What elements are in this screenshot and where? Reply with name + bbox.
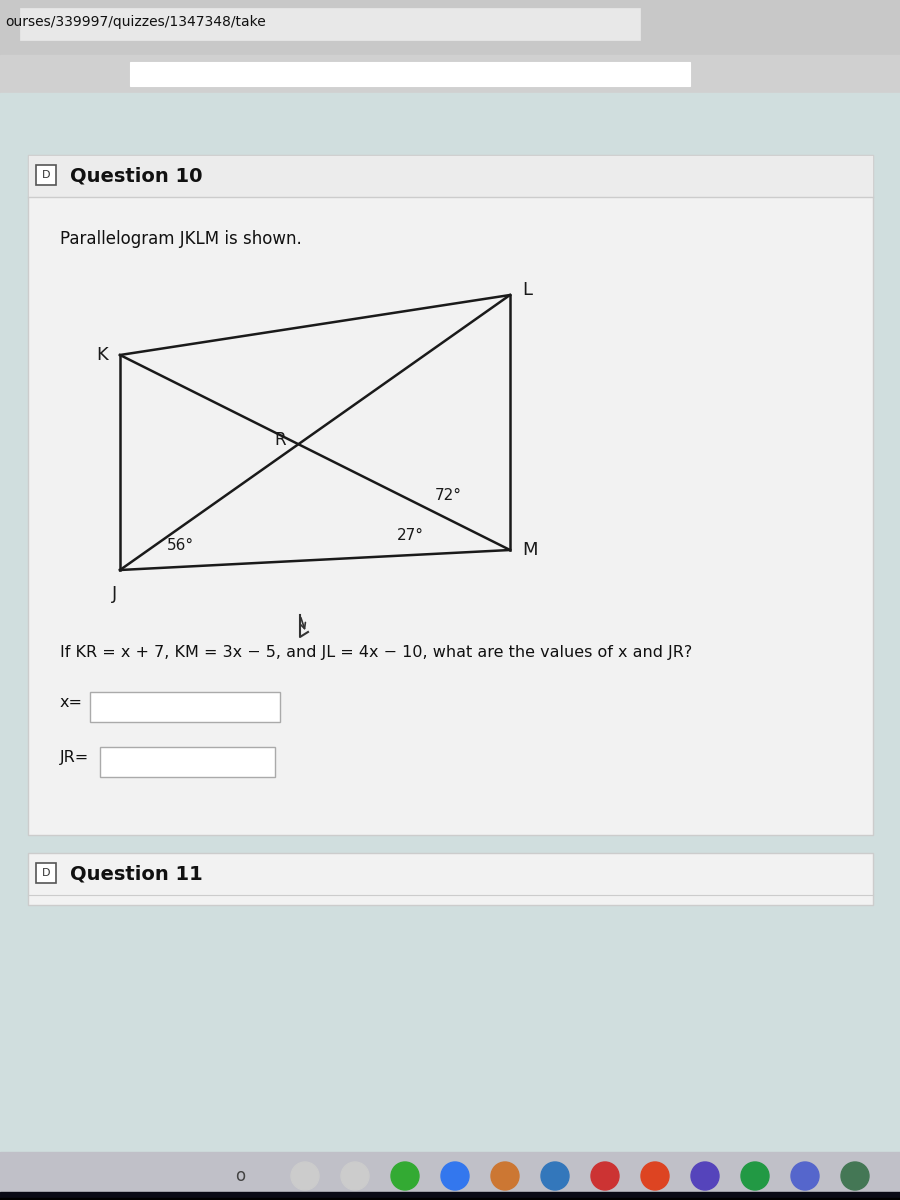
Text: L: L <box>522 281 532 299</box>
Circle shape <box>741 1162 769 1190</box>
Circle shape <box>691 1162 719 1190</box>
Circle shape <box>491 1162 519 1190</box>
Circle shape <box>791 1162 819 1190</box>
Circle shape <box>841 1162 869 1190</box>
Text: Question 10: Question 10 <box>70 167 202 186</box>
Circle shape <box>541 1162 569 1190</box>
Bar <box>0 92 900 1150</box>
Text: If KR = x + 7, KM = 3x − 5, and JL = 4x − 10, what are the values of x and JR?: If KR = x + 7, KM = 3x − 5, and JL = 4x … <box>60 646 692 660</box>
Text: ourses/339997/quizzes/1347348/take: ourses/339997/quizzes/1347348/take <box>5 14 265 29</box>
Bar <box>100 746 275 778</box>
Text: Parallelogram JKLM is shown.: Parallelogram JKLM is shown. <box>60 230 302 248</box>
Circle shape <box>341 1162 369 1190</box>
Text: JR=: JR= <box>60 750 89 766</box>
Bar <box>90 692 280 722</box>
Text: x=: x= <box>60 695 83 710</box>
Bar <box>28 155 873 197</box>
Bar <box>28 853 873 905</box>
Bar <box>0 0 900 55</box>
Text: D: D <box>41 868 50 878</box>
Text: J: J <box>112 584 118 602</box>
Text: R: R <box>274 431 286 449</box>
Bar <box>130 62 690 86</box>
Bar <box>0 1152 900 1200</box>
Text: M: M <box>522 541 537 559</box>
Circle shape <box>591 1162 619 1190</box>
Bar <box>20 8 640 40</box>
Bar <box>0 1198 900 1200</box>
Text: K: K <box>96 346 108 364</box>
Text: 72°: 72° <box>435 487 462 503</box>
Bar <box>0 1192 900 1200</box>
Text: D: D <box>41 170 50 180</box>
Circle shape <box>391 1162 419 1190</box>
Bar <box>36 863 56 883</box>
Circle shape <box>441 1162 469 1190</box>
Bar <box>36 164 56 185</box>
Text: Question 11: Question 11 <box>70 864 202 883</box>
Text: 56°: 56° <box>166 538 194 552</box>
Text: o: o <box>235 1166 245 1186</box>
Bar <box>0 55 900 92</box>
Circle shape <box>291 1162 319 1190</box>
Circle shape <box>641 1162 669 1190</box>
Bar <box>28 155 873 835</box>
Text: 27°: 27° <box>397 528 424 542</box>
